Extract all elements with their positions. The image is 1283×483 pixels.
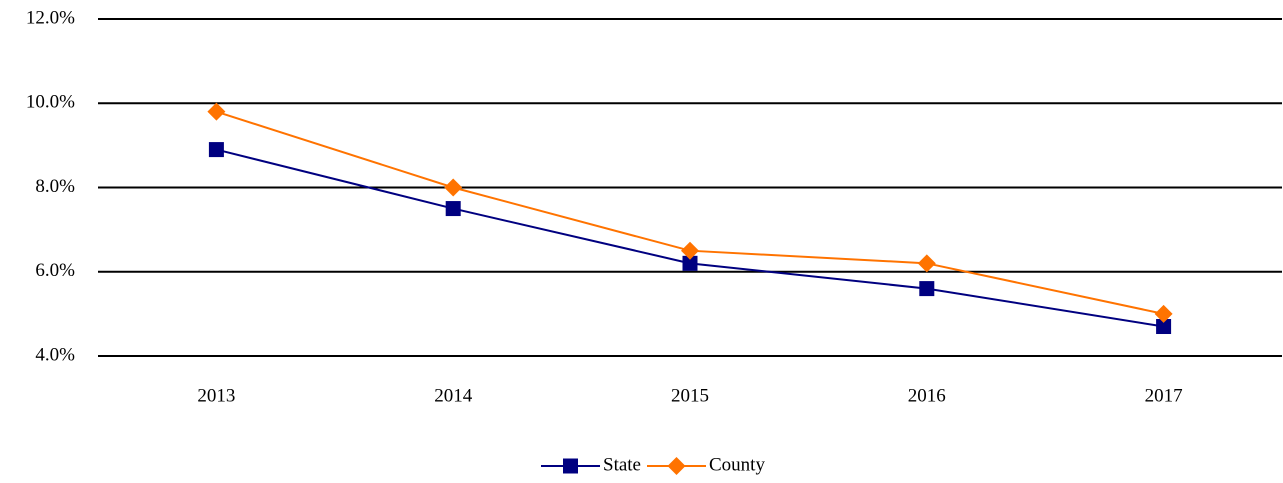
x-tick-label: 2013 xyxy=(197,385,235,406)
data-point xyxy=(1154,304,1173,323)
x-tick-label: 2016 xyxy=(908,385,946,406)
legend-label: County xyxy=(709,454,765,475)
legend-marker xyxy=(563,458,578,474)
y-tick-label: 8.0% xyxy=(35,176,75,197)
legend-label: State xyxy=(603,454,641,475)
data-point xyxy=(445,201,461,217)
data-point xyxy=(919,281,935,297)
legend-marker xyxy=(667,457,686,475)
data-point xyxy=(207,102,226,121)
y-tick-label: 6.0% xyxy=(35,260,75,281)
data-point xyxy=(444,178,463,197)
x-tick-label: 2017 xyxy=(1145,385,1183,406)
data-point xyxy=(917,254,936,273)
data-point xyxy=(208,142,224,158)
data-point xyxy=(682,255,698,271)
y-tick-label: 4.0% xyxy=(35,344,75,365)
series-line xyxy=(216,148,1164,328)
data-point xyxy=(1156,319,1172,335)
y-tick-label: 10.0% xyxy=(26,92,75,113)
y-tick-label: 12.0% xyxy=(26,7,75,28)
x-tick-label: 2015 xyxy=(671,385,709,406)
x-tick-label: 2014 xyxy=(434,385,473,406)
data-point xyxy=(681,241,699,260)
series-line xyxy=(216,110,1164,315)
